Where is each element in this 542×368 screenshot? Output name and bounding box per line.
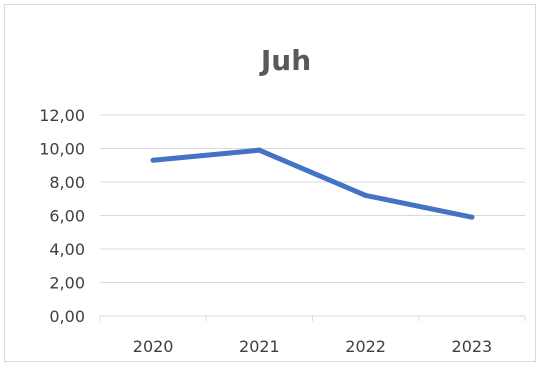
x-tick-label: 2021 [239, 337, 280, 356]
y-tick-label: 12,00 [39, 106, 85, 125]
x-tick-label: 2022 [345, 337, 386, 356]
y-tick-label: 6,00 [49, 207, 85, 226]
data-point [469, 214, 475, 220]
y-tick-label: 2,00 [49, 274, 85, 293]
data-point [256, 147, 262, 153]
y-tick-label: 0,00 [49, 307, 85, 326]
data-point [363, 192, 369, 198]
chart-frame [4, 4, 536, 362]
series-layer [150, 147, 475, 220]
grid-layer [99, 114, 526, 321]
x-tick-label: 2020 [133, 337, 174, 356]
chart-title: Juh [259, 44, 311, 77]
series-line [150, 147, 475, 220]
y-tick-label: 4,00 [49, 240, 85, 259]
data-point [150, 157, 156, 163]
x-axis-ticks: 2020 2021 2022 2023 [133, 337, 492, 356]
y-tick-label: 8,00 [49, 173, 85, 192]
y-tick-label: 10,00 [39, 140, 85, 159]
y-axis-ticks: 0,00 2,00 4,00 6,00 8,00 10,00 12,00 [39, 106, 85, 326]
x-tick-label: 2023 [452, 337, 493, 356]
